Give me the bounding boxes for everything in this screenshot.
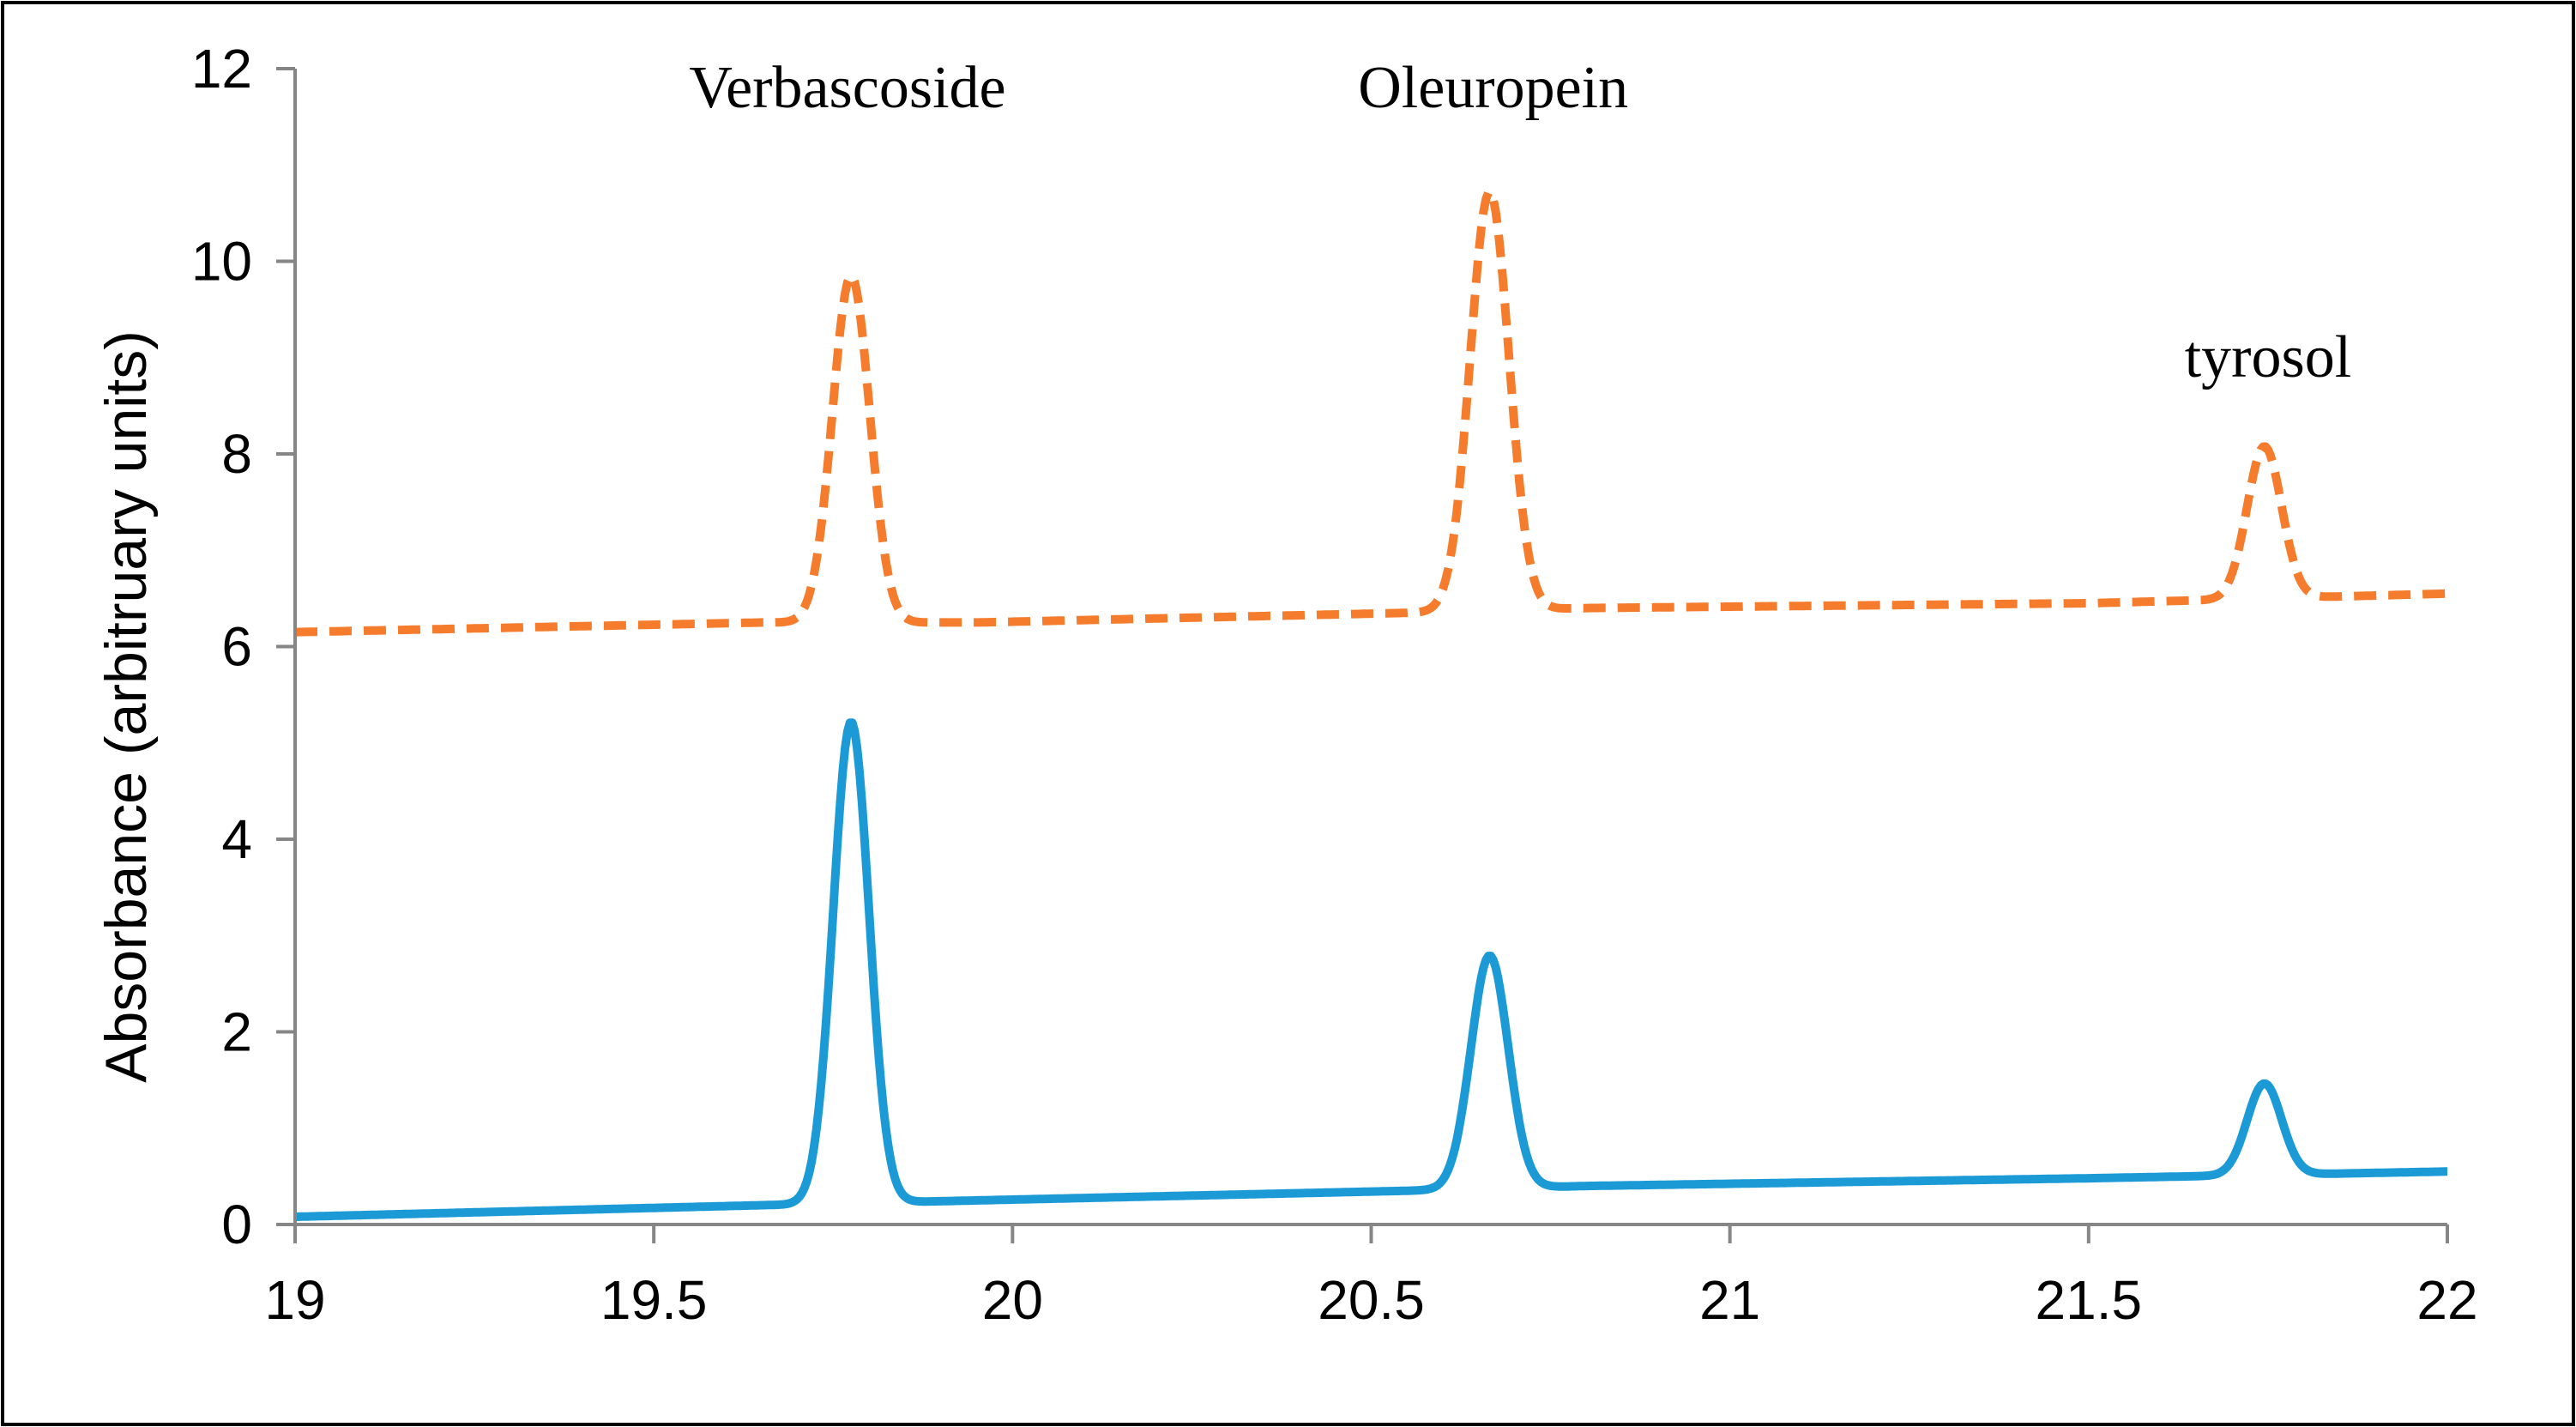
y-tick-label: 0 <box>221 1194 252 1255</box>
x-tick-label: 22 <box>2416 1269 2477 1331</box>
y-tick-label: 2 <box>221 1001 252 1063</box>
y-tick-label: 10 <box>191 231 252 293</box>
y-tick-label: 12 <box>191 38 252 100</box>
x-tick-label: 19.5 <box>600 1269 708 1331</box>
x-tick-label: 21 <box>1699 1269 1760 1331</box>
peak-label-tyrosol: tyrosol <box>2185 324 2351 390</box>
y-tick-label: 4 <box>221 808 252 870</box>
x-tick-label: 20.5 <box>1318 1269 1425 1331</box>
y-axis-title: Absorbance (arbitruary units) <box>94 330 159 1083</box>
series-line-lower <box>293 718 2450 1221</box>
y-tick-label: 8 <box>221 423 252 485</box>
x-tick-label: 21.5 <box>2036 1269 2143 1331</box>
y-tick-label: 6 <box>221 616 252 678</box>
x-tick-label: 19 <box>264 1269 325 1331</box>
series-line-upper <box>293 188 2450 637</box>
x-tick-label: 20 <box>982 1269 1043 1331</box>
peak-label-oleuropein: Oleuropein <box>1358 55 1628 121</box>
peak-label-verbascoside: Verbascoside <box>689 55 1005 121</box>
